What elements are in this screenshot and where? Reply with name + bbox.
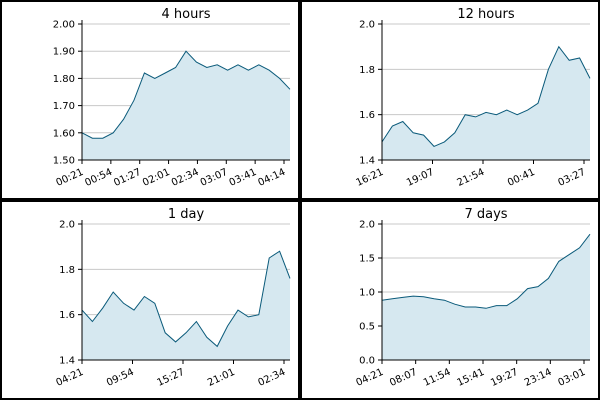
- x-tick-label: 23:14: [523, 367, 554, 389]
- x-tick-label: 09:54: [105, 367, 136, 389]
- series-area: [382, 46, 590, 161]
- x-tick-label: 00:41: [506, 167, 537, 189]
- series-area: [82, 51, 290, 161]
- x-tick-label: 19:27: [489, 367, 520, 389]
- x-tick-label: 03:41: [228, 167, 259, 189]
- y-tick-label: 1.60: [53, 128, 75, 139]
- x-tick-label: 04:14: [256, 167, 287, 189]
- x-tick-label: 03:07: [199, 167, 230, 189]
- series-line: [81, 250, 291, 348]
- chart-title: 7 days: [464, 207, 507, 222]
- chart-svg-12-hours: 12 hours 1.4 1.6 1.8 2.0 16:21 19:07 21:54 00:41…: [354, 7, 591, 189]
- y-tick-label: 0.5: [359, 322, 375, 333]
- x-tick-label: 01:27: [112, 167, 143, 189]
- y-tick-label: 1.0: [359, 288, 375, 299]
- x-tick-label: 21:01: [206, 367, 237, 389]
- y-tick-label: 2.0: [359, 20, 375, 31]
- chart-svg-1-day: 1 day 1.4 1.6 1.8 2.0 04:21 09:54 15:27 21:01 02:…: [54, 207, 291, 389]
- x-tick-label: 03:27: [556, 167, 587, 189]
- chart-title: 1 day: [168, 207, 205, 222]
- x-tick-label: 02:34: [256, 367, 287, 389]
- x-tick-label: 08:07: [388, 367, 419, 389]
- chart-svg-7-days: 7 days 0.0 0.5 1.0 1.5 2.0 04:21 08:07 11:54 15:4…: [354, 207, 591, 389]
- x-tick-label: 00:21: [54, 167, 85, 189]
- chart-svg-4-hours: 4 hours 1.50 1.60 1.70 1.80 1.90 2.00 00:2100:5…: [53, 7, 291, 189]
- x-tick-label: 15:41: [455, 367, 486, 389]
- x-tick-label: 16:21: [354, 167, 385, 189]
- chart-panel-7-days: 7 days 0.0 0.5 1.0 1.5 2.0 04:21 08:07 11:54 15:4…: [300, 200, 600, 400]
- y-tick-label: 1.6: [359, 110, 375, 121]
- series-area: [382, 234, 590, 360]
- chart-panel-1-day: 1 day 1.4 1.6 1.8 2.0 04:21 09:54 15:27 21:01 02:…: [0, 200, 300, 400]
- y-tick-label: 2.0: [359, 220, 375, 231]
- y-tick-label: 1.8: [59, 265, 75, 276]
- y-tick-label: 2.0: [59, 220, 75, 231]
- series-line: [381, 45, 591, 147]
- chart-title: 4 hours: [162, 7, 211, 22]
- y-tick-label: 1.6: [59, 310, 75, 321]
- series-line: [381, 233, 591, 309]
- x-tick-label: 04:21: [354, 367, 385, 389]
- x-tick-label: 00:54: [83, 167, 114, 189]
- x-tick-label: 02:34: [170, 167, 201, 189]
- x-tick-label: 19:07: [405, 167, 436, 189]
- x-tick-label: 21:54: [455, 167, 486, 189]
- series-line: [81, 50, 291, 139]
- chart-title: 12 hours: [457, 7, 514, 22]
- chart-panel-12-hours: 12 hours 1.4 1.6 1.8 2.0 16:21 19:07 21:54 00:41…: [300, 0, 600, 200]
- series-area: [82, 251, 290, 360]
- x-tick-label: 11:54: [422, 367, 453, 389]
- x-tick-label: 15:27: [155, 367, 186, 389]
- y-tick-label: 1.90: [53, 47, 75, 58]
- x-tick-label: 02:01: [141, 167, 172, 189]
- y-tick-label: 1.5: [359, 254, 375, 265]
- y-tick-label: 1.8: [359, 65, 375, 76]
- x-tick-label: 03:01: [556, 367, 587, 389]
- y-tick-label: 1.50: [53, 156, 75, 167]
- y-tick-label: 2.00: [53, 20, 75, 31]
- chart-panel-4-hours: 4 hours 1.50 1.60 1.70 1.80 1.90 2.00 00:21 00:5…: [0, 0, 300, 200]
- x-tick-label: 04:21: [54, 367, 85, 389]
- y-tick-label: 1.70: [53, 101, 75, 112]
- y-tick-label: 1.4: [59, 356, 75, 367]
- y-tick-label: 0.0: [359, 356, 375, 367]
- y-tick-label: 1.4: [359, 156, 375, 167]
- y-tick-label: 1.80: [53, 74, 75, 85]
